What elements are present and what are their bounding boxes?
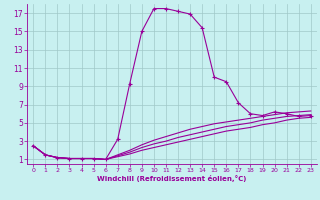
X-axis label: Windchill (Refroidissement éolien,°C): Windchill (Refroidissement éolien,°C) bbox=[97, 175, 247, 182]
